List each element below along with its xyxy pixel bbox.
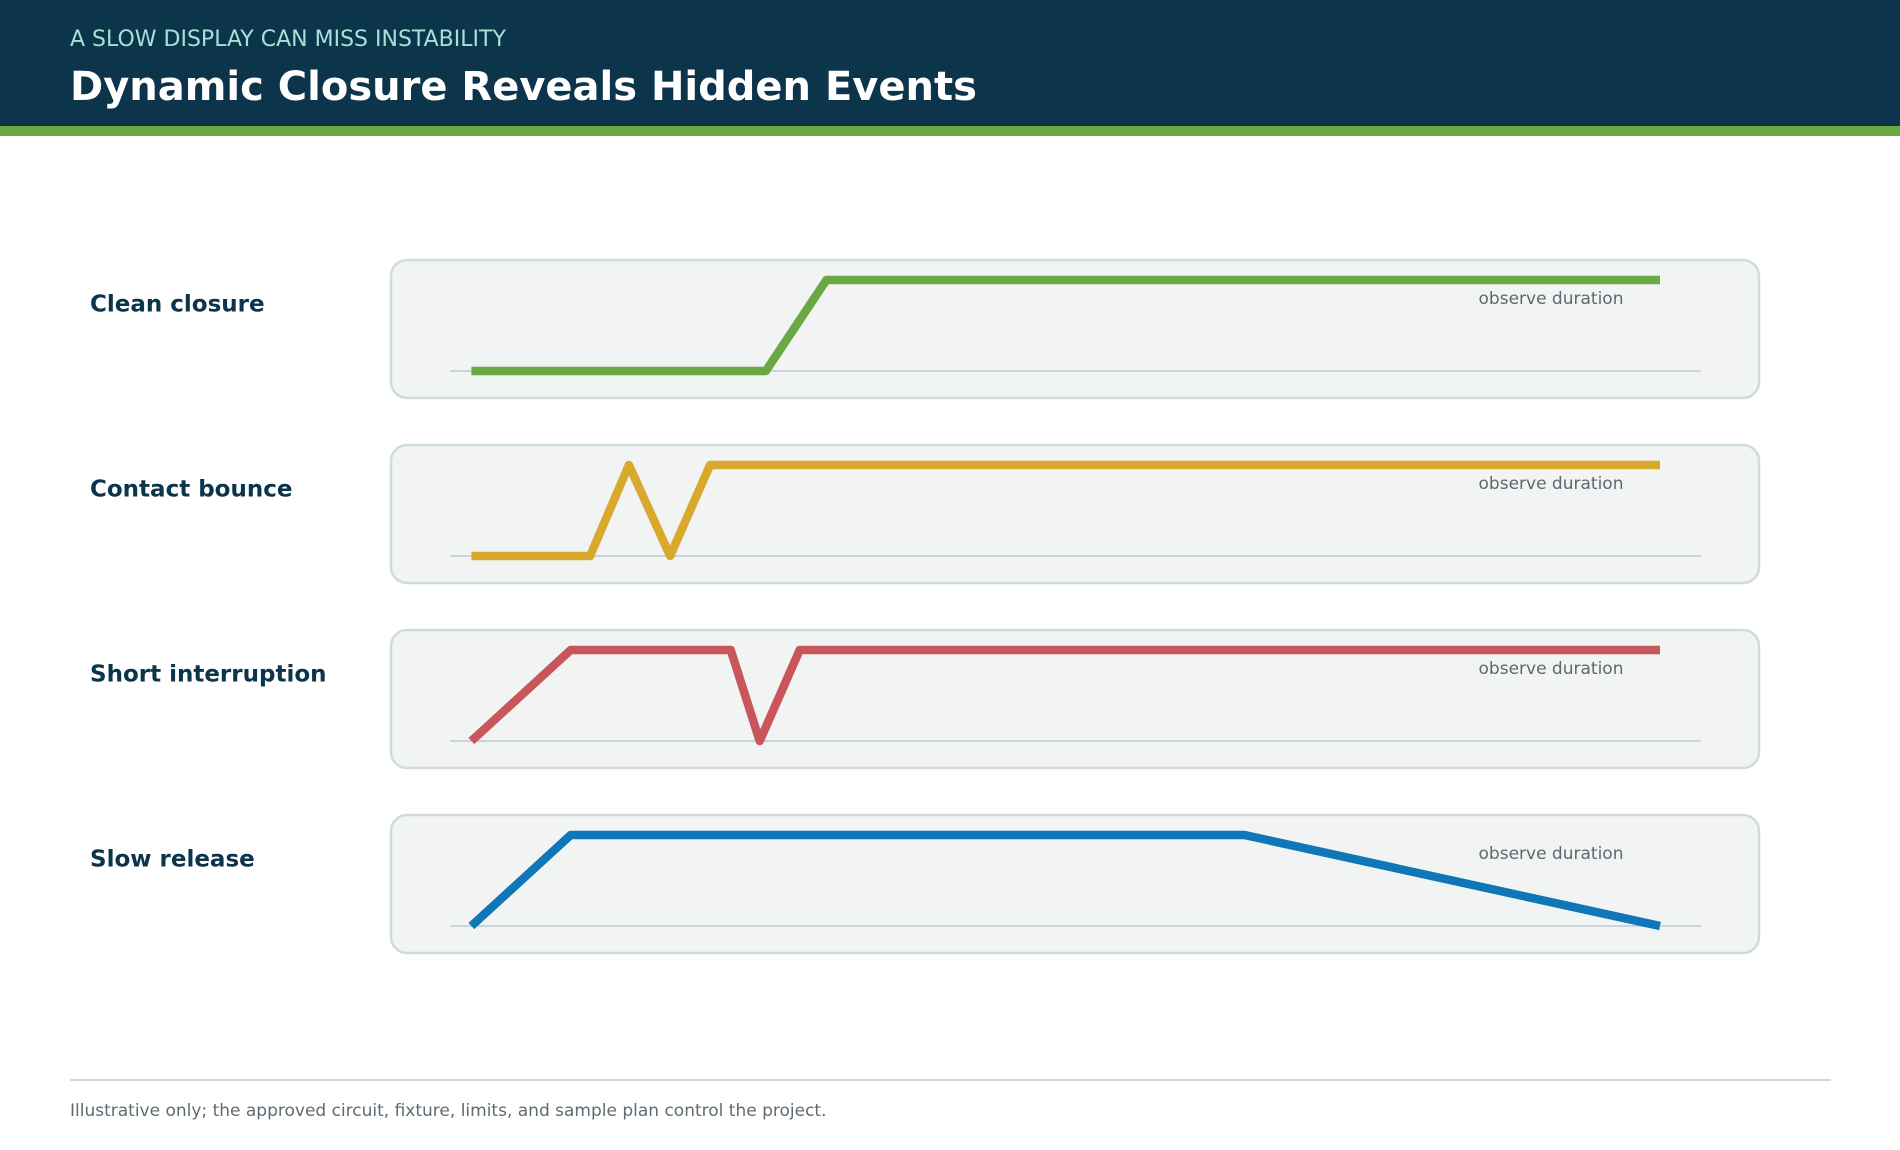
trace [468,645,1660,746]
trace [471,460,1660,561]
row-label: Contact bounce [90,477,292,503]
header-accent [0,126,1900,136]
kicker: A SLOW DISPLAY CAN MISS INSTABILITY [70,27,506,52]
rows: Clean closure observe duration Contact bou… [90,258,1761,955]
row-label: Short interruption [90,662,327,688]
title: Dynamic Closure Reveals Hidden Events [70,64,977,110]
header-band [0,0,1900,126]
row-label: Slow release [90,847,255,873]
row-note: observe duration [1479,659,1624,679]
trace [468,830,1661,931]
panel [389,813,1761,955]
footnote: Illustrative only; the approved circuit,… [70,1101,827,1121]
panel [389,443,1761,585]
row-note: observe duration [1479,844,1624,864]
row-note: observe duration [1479,289,1624,309]
row-label: Clean closure [90,292,265,318]
trace [471,275,1660,376]
row-note: observe duration [1479,474,1624,494]
panel [389,258,1761,400]
